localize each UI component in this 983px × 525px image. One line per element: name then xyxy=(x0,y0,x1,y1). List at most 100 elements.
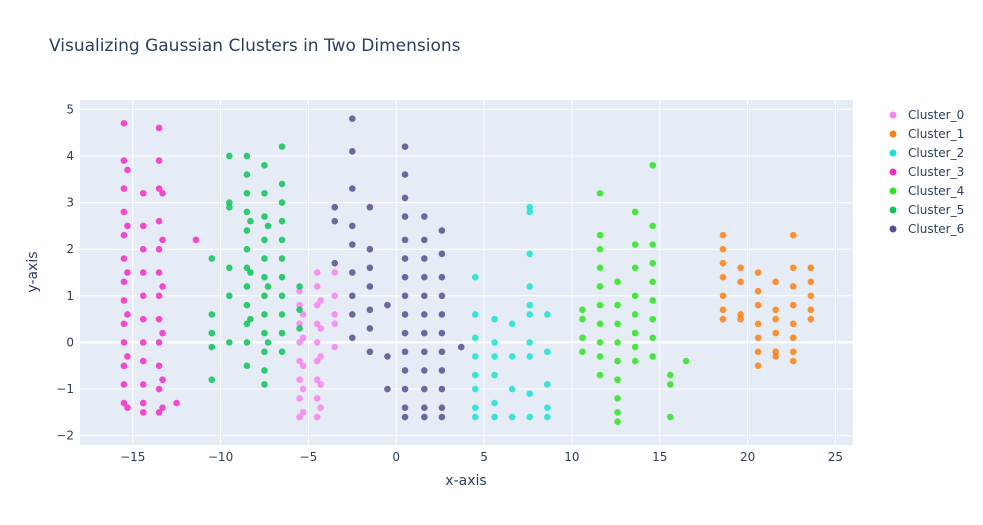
data-point xyxy=(526,311,534,318)
data-point xyxy=(457,343,465,351)
data-point xyxy=(139,381,147,388)
series-cluster-1 xyxy=(719,231,815,370)
chart-title: Visualizing Gaussian Clusters in Two Dim… xyxy=(49,36,461,56)
data-point xyxy=(120,339,128,346)
data-point xyxy=(278,236,286,244)
legend-item[interactable]: Cluster_6 xyxy=(889,222,965,236)
data-point xyxy=(789,231,797,239)
data-point xyxy=(384,301,391,309)
data-point xyxy=(526,283,534,290)
data-point xyxy=(155,217,163,225)
data-point xyxy=(139,269,147,276)
y-tick-label: −2 xyxy=(56,429,74,443)
data-point xyxy=(631,329,639,337)
data-point xyxy=(401,348,409,356)
y-tick-label: 4 xyxy=(66,149,74,163)
data-point xyxy=(384,353,391,360)
data-point xyxy=(666,413,674,421)
data-point xyxy=(120,185,128,192)
legend[interactable]: Cluster_0 Cluster_1 Cluster_2 Cluster_3 Clus… xyxy=(889,108,965,236)
data-point xyxy=(208,311,216,318)
data-point xyxy=(261,381,268,388)
data-point xyxy=(421,255,428,262)
series-cluster-4 xyxy=(579,161,690,425)
data-point xyxy=(159,329,166,337)
y-tick-label: 2 xyxy=(66,242,74,256)
data-point xyxy=(139,399,147,407)
data-point xyxy=(124,222,131,230)
legend-item[interactable]: Cluster_4 xyxy=(889,184,965,198)
data-point xyxy=(544,381,551,388)
data-point xyxy=(438,273,446,281)
data-point xyxy=(401,143,409,150)
legend-item[interactable]: Cluster_0 xyxy=(889,108,965,122)
data-point xyxy=(243,227,251,234)
data-point xyxy=(173,399,180,407)
legend-item[interactable]: Cluster_5 xyxy=(889,203,965,217)
data-point xyxy=(313,320,321,328)
data-point xyxy=(807,292,815,300)
data-point xyxy=(278,217,286,225)
data-point xyxy=(139,409,147,416)
data-point xyxy=(278,311,286,318)
data-point xyxy=(579,334,586,342)
data-point xyxy=(754,362,762,370)
data-point xyxy=(243,339,251,346)
data-point xyxy=(579,315,586,323)
data-point xyxy=(526,353,534,360)
data-point xyxy=(579,306,586,314)
data-point xyxy=(296,301,303,309)
legend-item[interactable]: Cluster_1 xyxy=(889,127,965,141)
data-point xyxy=(631,264,639,272)
data-point xyxy=(596,189,604,197)
data-point xyxy=(120,362,128,370)
data-point xyxy=(159,283,166,290)
y-tick-labels: −2 −1 0 1 2 3 4 5 xyxy=(56,102,74,442)
legend-item[interactable]: Cluster_3 xyxy=(889,165,965,179)
data-point xyxy=(631,311,639,318)
data-point xyxy=(226,152,233,160)
data-point xyxy=(124,353,131,360)
data-point xyxy=(247,315,254,323)
data-point xyxy=(313,395,321,402)
data-point xyxy=(719,273,727,281)
data-point xyxy=(807,306,815,314)
data-point xyxy=(649,334,657,342)
legend-label: Cluster_3 xyxy=(908,165,964,179)
data-point xyxy=(261,236,268,244)
data-point xyxy=(401,329,409,337)
data-point xyxy=(139,189,147,197)
legend-label: Cluster_1 xyxy=(908,127,964,141)
data-point xyxy=(772,353,779,360)
data-point xyxy=(719,259,727,267)
data-point xyxy=(349,292,356,300)
x-tick-label: −10 xyxy=(208,450,233,464)
data-point xyxy=(264,283,272,290)
data-point xyxy=(331,203,339,211)
data-point xyxy=(243,189,251,197)
data-point xyxy=(579,348,586,356)
data-point xyxy=(614,395,621,402)
data-point xyxy=(247,269,254,276)
data-point xyxy=(789,283,797,290)
data-point xyxy=(349,185,356,192)
data-point xyxy=(120,381,128,388)
data-point xyxy=(120,255,128,262)
data-point xyxy=(296,320,303,328)
data-point xyxy=(331,269,339,276)
data-point xyxy=(120,399,128,407)
data-point xyxy=(772,329,779,337)
data-point xyxy=(261,161,268,169)
data-point xyxy=(159,404,166,412)
data-point xyxy=(261,311,268,318)
data-point xyxy=(737,264,744,272)
data-point xyxy=(544,413,551,421)
data-point xyxy=(421,236,428,244)
data-point xyxy=(261,273,268,281)
legend-item[interactable]: Cluster_2 xyxy=(889,146,965,160)
data-point xyxy=(317,381,324,388)
data-point xyxy=(614,376,621,384)
data-point xyxy=(789,334,797,342)
data-point xyxy=(299,362,307,370)
